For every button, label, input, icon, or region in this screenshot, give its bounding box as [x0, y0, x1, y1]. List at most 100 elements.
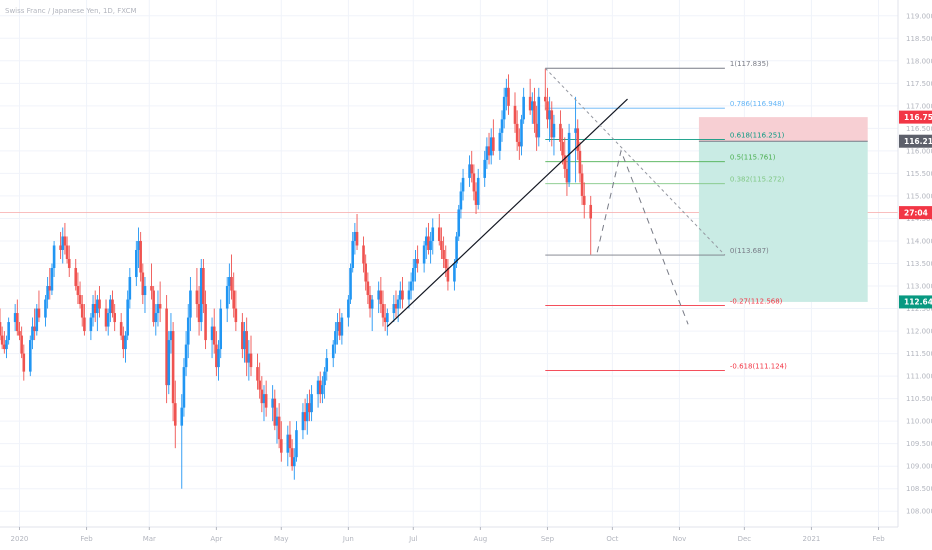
candle-body — [533, 101, 536, 124]
candle-body — [323, 371, 326, 386]
candle — [355, 213, 359, 250]
candle-body — [20, 335, 23, 354]
price-tick-label: 118.500 — [906, 35, 932, 43]
candle — [500, 110, 504, 142]
candle — [264, 380, 268, 417]
candle — [580, 164, 584, 205]
candle — [381, 290, 385, 327]
candle — [35, 304, 39, 336]
candle — [414, 249, 417, 282]
candle-body — [33, 326, 36, 332]
candle-body — [396, 299, 400, 309]
candle — [515, 110, 519, 151]
candle-body — [228, 277, 231, 287]
fib-trend-connector — [544, 67, 726, 256]
candle — [0, 308, 2, 341]
candle — [247, 340, 251, 381]
candle-body — [318, 380, 322, 395]
candle-body — [409, 281, 413, 291]
candle — [437, 213, 441, 246]
candle-body — [414, 258, 417, 269]
candle — [520, 114, 523, 156]
candle-body — [576, 128, 580, 151]
candle — [126, 290, 129, 341]
candle — [305, 394, 309, 435]
candle — [104, 299, 108, 332]
candle — [119, 313, 123, 341]
price-tick-label: 110.500 — [906, 395, 932, 403]
candle — [323, 367, 326, 399]
candle — [368, 286, 372, 318]
candle — [364, 254, 367, 291]
drawings[interactable] — [386, 67, 726, 327]
price-tick-label: 116.500 — [906, 125, 932, 133]
candle-body — [310, 394, 313, 413]
candle — [169, 313, 173, 354]
candle-body — [16, 313, 19, 332]
candle — [50, 263, 54, 296]
candle-body — [126, 299, 129, 336]
candle-body — [308, 403, 311, 413]
candle — [347, 295, 350, 327]
candle — [431, 218, 435, 255]
candle-body — [580, 173, 584, 196]
candle — [446, 258, 450, 291]
candle-body — [165, 308, 168, 386]
candle-body — [247, 353, 251, 363]
candle-body — [531, 101, 534, 111]
candle — [559, 110, 562, 151]
candle — [505, 78, 508, 111]
candle-body — [256, 367, 259, 381]
candle — [574, 96, 577, 183]
candle-body — [362, 245, 365, 264]
candle — [550, 101, 554, 147]
candle-body — [407, 290, 411, 300]
price-tick-label: 111.000 — [906, 373, 932, 381]
candle-body — [422, 245, 426, 264]
candle — [210, 317, 214, 359]
candle — [370, 295, 374, 332]
candle-body — [169, 331, 173, 341]
candle — [334, 322, 337, 354]
candle-body — [507, 87, 510, 106]
chart-title: Swiss Franc / Japanese Yen, 1D, FXCM — [5, 7, 137, 15]
candle — [377, 281, 380, 314]
candle-body — [46, 286, 49, 300]
candle-body — [364, 263, 367, 282]
candle — [457, 204, 461, 241]
candle — [567, 123, 571, 187]
candle-body — [321, 385, 324, 395]
candle-body — [394, 304, 398, 309]
candle-body — [513, 105, 517, 124]
candle — [7, 317, 10, 345]
candle-body — [152, 290, 155, 323]
stop-loss-zone — [698, 117, 868, 142]
price-tick-label: 117.500 — [906, 80, 932, 88]
candle — [109, 295, 112, 323]
candle — [158, 281, 162, 323]
candle-body — [154, 313, 158, 323]
candle — [13, 304, 17, 332]
candle-body — [35, 308, 39, 332]
candle — [46, 277, 49, 309]
candle-body — [353, 231, 357, 241]
candle-body — [76, 286, 80, 296]
fib-level-label: -0.618(111.124) — [730, 363, 787, 371]
candle — [5, 335, 8, 359]
candle — [22, 344, 26, 381]
candle — [31, 317, 34, 350]
candle-body — [351, 240, 355, 269]
time-tick-label: Nov — [673, 535, 687, 543]
candle-body — [91, 304, 95, 318]
candle — [535, 105, 538, 151]
price-tick-label: 115.500 — [906, 170, 932, 178]
current-price-tag-bg — [899, 206, 932, 220]
candle — [76, 272, 80, 305]
candle-body — [379, 290, 383, 305]
candle-body — [574, 128, 577, 133]
candle-body — [377, 290, 380, 300]
candle — [461, 168, 465, 201]
candle-body — [280, 439, 283, 453]
candle — [459, 182, 463, 219]
